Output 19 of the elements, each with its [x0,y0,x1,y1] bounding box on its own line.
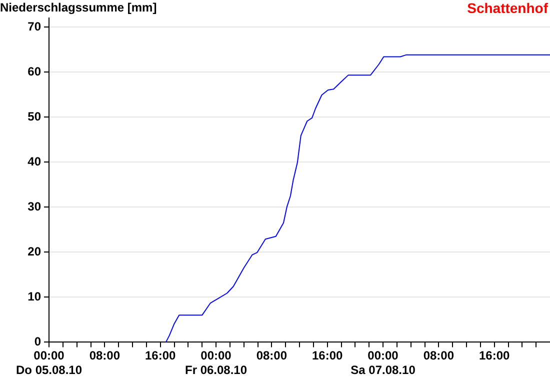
y-tick-label: 30 [28,199,42,214]
x-tick-label: 08:00 [256,348,288,363]
y-tick-label: 60 [28,64,42,78]
x-tick-label: 16:00 [144,348,176,363]
text: Schattenhof [467,0,548,16]
x-tick-label: 00:00 Sa 07.08.10 [350,348,416,378]
y-axis-title: Niederschlagssumme [mm] [0,0,157,14]
y-tick-label: 50 [28,109,42,124]
x-tick-label: 16:00 [312,348,343,363]
x-tick-label: 08:00 [423,348,454,363]
x-tick-label: 00:00 Fr 06.08.10 [184,348,248,378]
x-tick-label: 08:00 [89,348,120,363]
y-tick-label: 40 [28,154,42,168]
x-tick-label: 16:00 [478,348,510,363]
y-tick-label: 20 [28,244,42,258]
y-tick-label: 0 [34,334,42,349]
y-tick-label: 10 [28,289,42,304]
x-tick-label: 00:00 Do 05.08.10 [16,348,82,378]
y-tick-label: 70 [28,19,42,34]
